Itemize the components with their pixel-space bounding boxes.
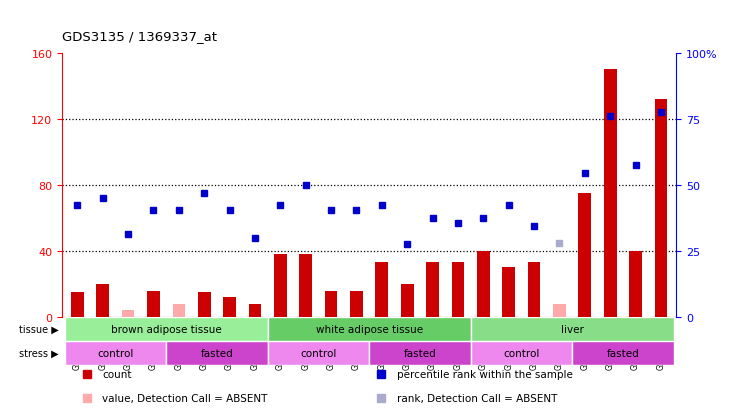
- Text: liver: liver: [561, 324, 583, 334]
- Bar: [477, 252, 490, 317]
- Bar: [553, 304, 566, 317]
- Text: control: control: [97, 348, 134, 358]
- Text: white adipose tissue: white adipose tissue: [316, 324, 423, 334]
- Bar: [64, 341, 166, 366]
- Bar: [223, 297, 236, 317]
- Text: percentile rank within the sample: percentile rank within the sample: [397, 370, 572, 380]
- Bar: [401, 284, 414, 317]
- Bar: [452, 263, 464, 317]
- Bar: [502, 268, 515, 317]
- Bar: [578, 194, 591, 317]
- Bar: [471, 317, 674, 341]
- Bar: [122, 311, 135, 317]
- Bar: [71, 292, 84, 317]
- Bar: [268, 341, 369, 366]
- Bar: [376, 263, 388, 317]
- Text: control: control: [503, 348, 539, 358]
- Text: rank, Detection Call = ABSENT: rank, Detection Call = ABSENT: [397, 393, 557, 403]
- Text: control: control: [300, 348, 336, 358]
- Text: fasted: fasted: [200, 348, 233, 358]
- Text: GDS3135 / 1369337_at: GDS3135 / 1369337_at: [62, 31, 217, 43]
- Bar: [96, 284, 109, 317]
- Text: value, Detection Call = ABSENT: value, Detection Call = ABSENT: [102, 393, 268, 403]
- Bar: [471, 341, 572, 366]
- Text: fasted: fasted: [404, 348, 436, 358]
- Bar: [604, 70, 616, 317]
- Bar: [249, 304, 261, 317]
- Bar: [64, 317, 268, 341]
- Bar: [572, 341, 674, 366]
- Bar: [62, 317, 676, 350]
- Bar: [173, 304, 185, 317]
- Text: brown adipose tissue: brown adipose tissue: [111, 324, 221, 334]
- Bar: [300, 255, 312, 317]
- Text: stress ▶: stress ▶: [19, 348, 58, 358]
- Bar: [629, 252, 642, 317]
- Text: tissue ▶: tissue ▶: [19, 324, 58, 334]
- Bar: [274, 255, 287, 317]
- Bar: [147, 291, 160, 317]
- Bar: [654, 100, 667, 317]
- Bar: [426, 263, 439, 317]
- Bar: [198, 292, 211, 317]
- Text: fasted: fasted: [607, 348, 640, 358]
- Text: count: count: [102, 370, 132, 380]
- Bar: [350, 291, 363, 317]
- Bar: [369, 341, 471, 366]
- Bar: [268, 317, 471, 341]
- Bar: [325, 291, 338, 317]
- Bar: [166, 341, 268, 366]
- Bar: [528, 263, 540, 317]
